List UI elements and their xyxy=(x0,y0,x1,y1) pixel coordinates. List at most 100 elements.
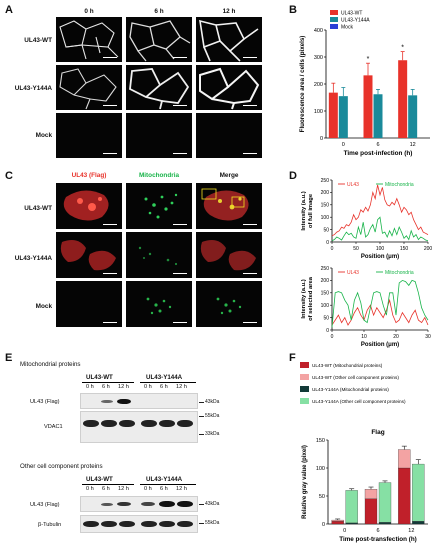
blot2-tubulin-strip xyxy=(80,515,198,533)
panel-letter-e: E xyxy=(5,352,13,364)
band xyxy=(101,521,117,527)
band xyxy=(83,420,99,427)
y-tick-label: 50 xyxy=(319,494,325,500)
blot1-group-y144a: UL43-Y144A xyxy=(146,374,183,381)
legend-label: UL43-WT xyxy=(341,11,362,17)
band xyxy=(159,420,175,427)
bar-UL43-WT xyxy=(328,92,338,138)
scale-bar xyxy=(173,322,187,323)
scale-bar xyxy=(103,57,117,58)
blot1-group-wt: UL43-WT xyxy=(86,374,113,381)
blot1-label-vdac1: VDAC1 xyxy=(44,424,63,430)
micrograph-ul43-mock xyxy=(56,281,122,327)
bar-UL43-WT xyxy=(363,75,373,138)
micrograph-wt-6h xyxy=(126,17,192,62)
band xyxy=(177,521,193,527)
scale-bar xyxy=(173,224,187,225)
x-tick-label: 20 xyxy=(393,334,399,340)
band xyxy=(159,501,175,507)
lane-label: 12 h xyxy=(118,384,129,390)
band xyxy=(177,420,193,427)
scale-bar xyxy=(243,273,257,274)
lane-label: 12 h xyxy=(118,486,129,492)
micrograph-mito-mock xyxy=(126,281,192,327)
row-label-y144a: UL43-Y144A xyxy=(14,255,52,262)
x-tick-label: 12 xyxy=(408,528,414,534)
micrograph-merge-y144a xyxy=(196,232,262,278)
mw-55kda: 55kDa xyxy=(205,520,220,526)
lane-label: 6 h xyxy=(102,486,110,492)
bar-segment xyxy=(345,490,358,524)
y-tick-label: 0 xyxy=(326,240,329,246)
legend-label: UL43-Y144A (Mitochondrial proteins) xyxy=(312,387,389,392)
y-tick-label: 200 xyxy=(321,190,330,196)
y-tick-label: 0 xyxy=(322,522,325,528)
lane-label: 0 h xyxy=(86,486,94,492)
legend-swatch xyxy=(300,374,309,380)
band xyxy=(141,502,155,506)
row-label-mock: Mock xyxy=(35,132,52,139)
y-tick-label: 0 xyxy=(326,328,329,334)
micrograph-y144a-0h xyxy=(56,65,122,110)
bar-segment xyxy=(331,521,344,525)
x-axis-label: Time post-transfection (h) xyxy=(339,536,417,543)
blot2-group-y144a: UL43-Y144A xyxy=(146,476,183,483)
legend-label: Mitochondria xyxy=(385,182,414,188)
x-tick-label: 6 xyxy=(376,142,379,148)
scale-bar xyxy=(243,224,257,225)
x-tick-label: 0 xyxy=(343,528,346,534)
blot2-label-ul43: UL43 (Flag) xyxy=(30,502,60,508)
panel-letter-a: A xyxy=(5,4,13,16)
micrograph-ul43-y144a xyxy=(56,232,122,278)
y-tick-label: 150 xyxy=(321,203,330,209)
y-tick-label: 200 xyxy=(321,278,330,284)
y-axis-label: Intensity (a.u.) xyxy=(301,279,307,318)
x-tick-label: 0 xyxy=(331,246,334,252)
band xyxy=(101,503,113,506)
blot1-ul43-strip xyxy=(80,393,198,409)
legend-swatch xyxy=(330,24,338,29)
scale-bar xyxy=(103,105,117,106)
mw-tick xyxy=(199,504,204,505)
bar-segment xyxy=(345,522,358,525)
x-tick-label: 0 xyxy=(331,334,334,340)
band xyxy=(119,521,135,527)
band xyxy=(141,521,157,527)
band xyxy=(119,420,135,427)
mw-43kda: 43kDa xyxy=(205,399,220,405)
blot2-ul43-strip xyxy=(80,496,198,512)
scale-bar xyxy=(243,57,257,58)
bar-segment xyxy=(378,482,392,523)
x-tick-label: 12 xyxy=(410,142,416,148)
channel-title-merge: Merge xyxy=(219,172,239,179)
bar-UL43-Y144A xyxy=(373,94,383,138)
x-tick-label: 200 xyxy=(424,246,433,252)
row-label-mock: Mock xyxy=(35,303,52,310)
chart-title: Flag xyxy=(371,429,384,436)
chart-f: UL43-WT (Mitochondrial proteins) UL43-WT … xyxy=(300,362,428,543)
x-tick-label: 6 xyxy=(376,528,379,534)
bracket xyxy=(140,484,196,485)
bar-segment xyxy=(398,449,411,469)
blot2-section-title: Other cell component proteins xyxy=(20,463,103,470)
mw-43kda: 43kDa xyxy=(205,501,220,507)
mw-tick xyxy=(199,434,204,435)
x-tick-label: 150 xyxy=(400,246,409,252)
channel-title-ul43: UL43 (Flag) xyxy=(71,172,107,179)
lane-label: 6 h xyxy=(160,486,168,492)
band xyxy=(177,501,193,507)
scale-bar xyxy=(103,273,117,274)
legend-label: UL43 xyxy=(347,182,359,188)
band xyxy=(117,502,131,506)
blot2-group-wt: UL43-WT xyxy=(86,476,113,483)
panel-letter-f: F xyxy=(289,352,296,364)
mw-tick xyxy=(199,402,204,403)
panel-letter-d: D xyxy=(289,170,297,182)
band xyxy=(159,521,175,527)
y-axis-label: Relative gray value (pixel) xyxy=(302,445,308,519)
scale-bar xyxy=(243,105,257,106)
micrograph-wt-12h xyxy=(196,17,262,62)
channel-title-mito: Mitochondria xyxy=(138,172,180,179)
micrograph-ul43-wt xyxy=(56,183,122,229)
x-tick-label: 10 xyxy=(361,334,367,340)
